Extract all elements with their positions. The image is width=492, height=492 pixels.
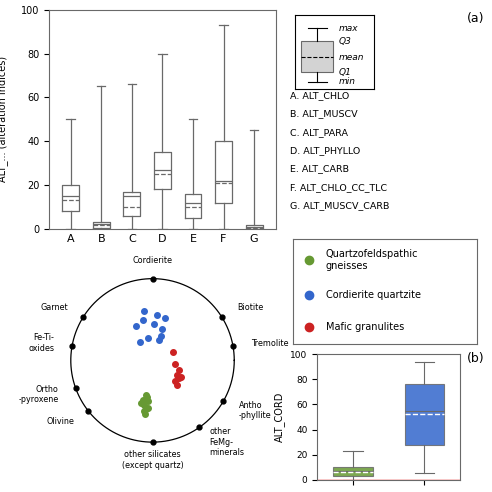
Text: Quartzofeldspathic
gneisses: Quartzofeldspathic gneisses <box>326 249 419 271</box>
Point <box>161 314 169 322</box>
Point <box>172 377 180 385</box>
Text: other
FeMg-
minerals: other FeMg- minerals <box>210 427 245 457</box>
Text: B. ALT_MUSCV: B. ALT_MUSCV <box>290 109 358 119</box>
Point <box>155 336 163 344</box>
Point <box>173 371 181 379</box>
Text: Olivine: Olivine <box>46 417 74 426</box>
Point <box>140 401 148 409</box>
Text: Ortho
-pyroxene: Ortho -pyroxene <box>19 385 59 404</box>
Point <box>176 366 184 374</box>
Point <box>136 338 144 346</box>
Text: Biotite: Biotite <box>237 303 263 312</box>
Text: Garnet: Garnet <box>40 303 68 312</box>
Text: max: max <box>338 24 358 32</box>
Y-axis label: ALT_... (alteration indices): ALT_... (alteration indices) <box>0 56 8 183</box>
Text: mean: mean <box>338 53 364 62</box>
Text: Q3: Q3 <box>338 37 351 46</box>
PathPatch shape <box>334 467 372 476</box>
Y-axis label: ALT_CORD: ALT_CORD <box>274 392 285 442</box>
Point <box>139 396 147 403</box>
Point <box>144 404 152 412</box>
Point <box>172 361 180 369</box>
Point <box>150 320 158 328</box>
Text: min: min <box>338 77 356 87</box>
Text: A. ALT_CHLO: A. ALT_CHLO <box>290 91 349 100</box>
Text: (a): (a) <box>467 12 485 25</box>
Point <box>137 399 145 407</box>
Text: Q1: Q1 <box>338 68 351 77</box>
Point <box>145 398 153 405</box>
Point <box>140 407 148 415</box>
Text: E. ALT_CARB: E. ALT_CARB <box>290 164 349 174</box>
Point <box>153 311 160 319</box>
Point <box>132 322 140 330</box>
Point <box>169 348 177 356</box>
Text: Fe-Ti-
oxides: Fe-Ti- oxides <box>29 334 54 353</box>
Point <box>142 391 150 399</box>
Text: G. ALT_MUSCV_CARB: G. ALT_MUSCV_CARB <box>290 201 390 210</box>
Point <box>175 374 183 382</box>
Text: Cordierite quartzite: Cordierite quartzite <box>326 290 421 300</box>
Text: Cordierite: Cordierite <box>132 256 173 265</box>
Point <box>143 393 151 401</box>
Text: C. ALT_PARA: C. ALT_PARA <box>290 128 348 137</box>
PathPatch shape <box>405 384 444 445</box>
Text: Tremolite: Tremolite <box>251 338 288 347</box>
Text: (b): (b) <box>467 352 485 365</box>
Point <box>158 325 166 333</box>
Text: F. ALT_CHLO_CC_TLC: F. ALT_CHLO_CC_TLC <box>290 183 387 192</box>
Point <box>140 308 148 315</box>
Text: D. ALT_PHYLLO: D. ALT_PHYLLO <box>290 146 361 155</box>
Point <box>142 405 150 413</box>
Point <box>145 334 153 341</box>
Point <box>173 381 181 389</box>
Point <box>157 332 165 340</box>
Point <box>177 373 185 381</box>
Bar <box>302 41 333 72</box>
Point <box>139 315 147 323</box>
Text: Mafic granulites: Mafic granulites <box>326 322 404 333</box>
Text: Antho
-phyllite: Antho -phyllite <box>239 400 272 420</box>
Text: other silicates
(except quartz): other silicates (except quartz) <box>122 450 184 470</box>
Point <box>141 409 149 417</box>
